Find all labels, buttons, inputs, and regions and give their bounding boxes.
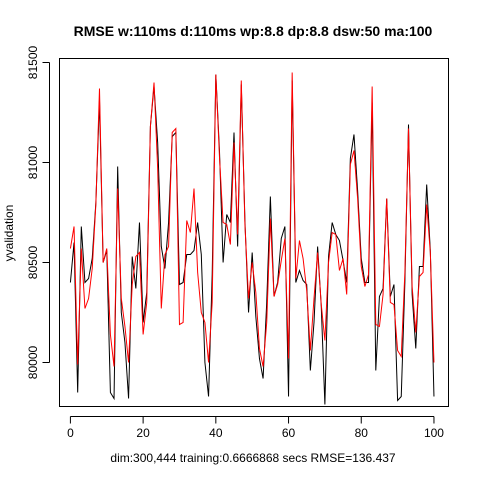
x-tick-label: 80 xyxy=(355,426,369,440)
y-axis-label: yvalidation xyxy=(2,205,16,262)
y-tick-label: 80500 xyxy=(26,245,40,279)
plot-box xyxy=(59,58,449,407)
series-line-1 xyxy=(69,74,435,405)
chart-title: RMSE w:110ms d:110ms wp:8.8 dp:8.8 dsw:5… xyxy=(74,23,433,39)
x-tick-label: 60 xyxy=(282,426,296,440)
series-line-2 xyxy=(69,72,435,367)
y-axis: 80000 80500 81000 81500 xyxy=(26,45,50,379)
x-tick-label: 100 xyxy=(424,426,444,440)
x-axis: 0 20 40 60 80 100 xyxy=(67,416,444,440)
y-tick-label: 80000 xyxy=(26,345,40,379)
series-layer xyxy=(69,72,435,405)
x-tick-label: 20 xyxy=(136,426,150,440)
x-tick-label: 40 xyxy=(209,426,223,440)
y-tick-label: 81500 xyxy=(26,45,40,79)
x-tick-label: 0 xyxy=(67,426,74,440)
x-axis-label: dim:300,444 training:0.6666868 secs RMSE… xyxy=(110,451,396,465)
y-tick-label: 81000 xyxy=(26,145,40,179)
